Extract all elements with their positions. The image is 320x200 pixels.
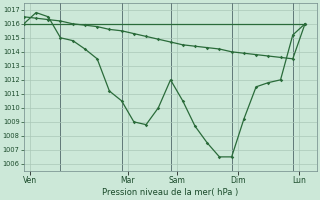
X-axis label: Pression niveau de la mer( hPa ): Pression niveau de la mer( hPa ) (102, 188, 239, 197)
